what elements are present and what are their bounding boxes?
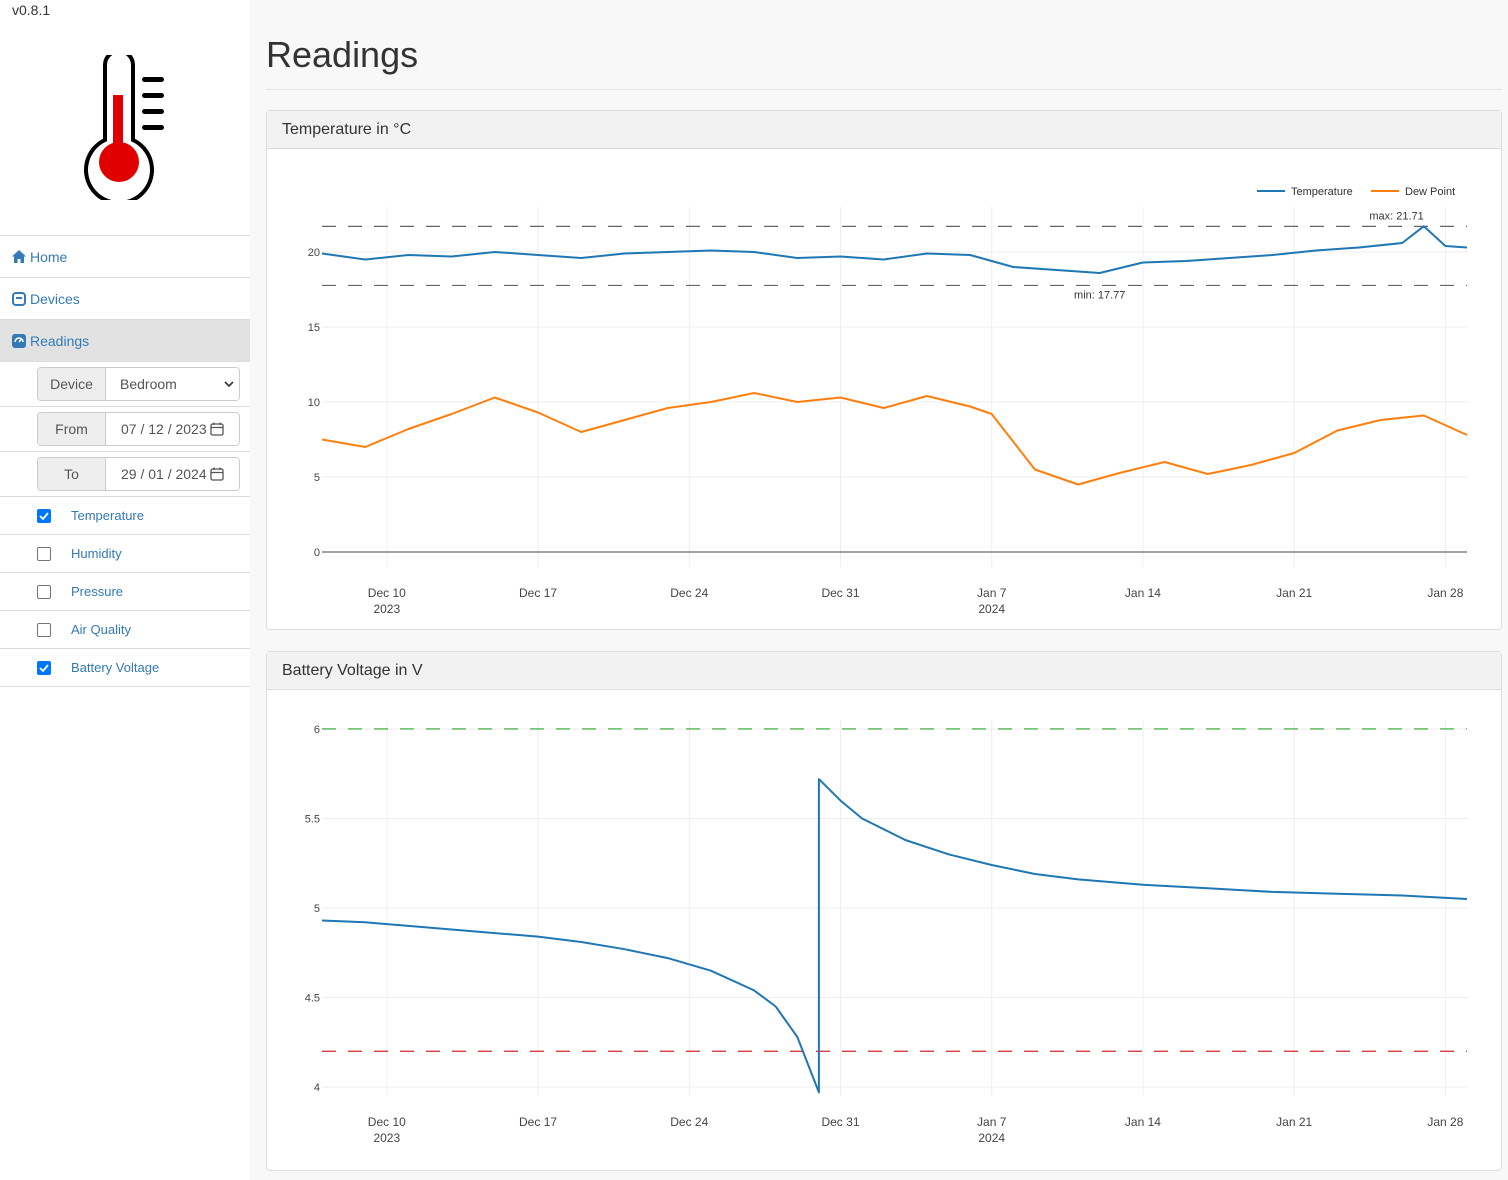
x-tick-label: Jan 7 xyxy=(977,1115,1007,1129)
sidebar-nav: Home Devices Readings Device Bedroom Fro… xyxy=(0,235,250,687)
calendar-icon[interactable] xyxy=(210,422,224,436)
home-icon xyxy=(12,250,26,263)
checkbox-label-pressure[interactable]: Pressure xyxy=(71,584,124,599)
x-tick-label: Dec 24 xyxy=(670,1115,708,1129)
checkbox-row-air-quality[interactable]: Air Quality xyxy=(0,611,250,649)
x-tick-label: Dec 31 xyxy=(821,1115,859,1129)
to-filter-row: To 29 / 01 / 2024 xyxy=(0,452,250,497)
page-title: Readings xyxy=(266,34,419,75)
temperature-chart[interactable]: Dec 10 2023 Dec 17 Dec 24 Dec 31 Jan 7 2024 Jan… xyxy=(267,149,1501,629)
x-tick-label: Jan 21 xyxy=(1276,586,1312,600)
battery-panel: Battery Voltage in V Dec 10 2023 Dec 17 Dec… xyxy=(266,651,1502,1171)
app-version: v0.8.1 xyxy=(12,2,51,18)
to-date-group: To 29 / 01 / 2024 xyxy=(37,457,240,491)
y-tick-label: 0 xyxy=(314,547,320,559)
from-date-group: From 07 / 12 / 2023 xyxy=(37,412,240,446)
from-date-input[interactable]: 07 / 12 / 2023 xyxy=(106,413,239,445)
nav-devices-label: Devices xyxy=(30,290,80,307)
from-label: From xyxy=(38,413,106,445)
nav-item-devices[interactable]: Devices xyxy=(0,278,250,320)
y-tick-label: 4.5 xyxy=(305,993,320,1005)
pressure-checkbox[interactable] xyxy=(37,584,51,599)
to-label: To xyxy=(38,458,106,490)
check-icon xyxy=(39,511,49,520)
x-tick-label: Jan 28 xyxy=(1427,586,1463,600)
y-tick-label: 10 xyxy=(308,397,320,409)
nav-home-label: Home xyxy=(30,248,68,265)
x-tick-sublabel: 2024 xyxy=(978,1131,1005,1145)
x-tick-sublabel: 2023 xyxy=(373,1131,400,1145)
temperature-panel-title: Temperature in °C xyxy=(267,111,1501,149)
device-filter-row: Device Bedroom xyxy=(0,362,250,407)
nav-item-readings[interactable]: Readings xyxy=(0,320,250,362)
y-tick-label: 5 xyxy=(314,472,320,484)
battery-voltage-checkbox[interactable] xyxy=(37,660,51,675)
x-tick-label: Dec 17 xyxy=(519,1115,557,1129)
y-tick-label: 20 xyxy=(308,247,320,259)
temperature-checkbox[interactable] xyxy=(37,508,51,523)
x-tick-label: Jan 14 xyxy=(1125,1115,1161,1129)
y-tick-label: 6 xyxy=(314,724,320,736)
sidebar: v0.8.1 Home Devices Readings Device Bedr… xyxy=(0,0,250,1180)
reference-line-label: max: 21.71 xyxy=(1369,210,1423,222)
series-line xyxy=(321,392,1468,486)
x-tick-label: Dec 24 xyxy=(670,586,708,600)
battery-chart[interactable]: Dec 10 2023 Dec 17 Dec 24 Dec 31 Jan 7 2024 Jan… xyxy=(267,690,1501,1170)
calendar-icon[interactable] xyxy=(210,467,224,481)
x-tick-label: Jan 14 xyxy=(1125,586,1161,600)
nav-readings-label: Readings xyxy=(30,332,90,349)
battery-panel-title: Battery Voltage in V xyxy=(267,652,1501,690)
temperature-panel: Temperature in °C Dec 10 2023 Dec 17 Dec 24… xyxy=(266,110,1502,630)
from-date-value: 07 / 12 / 2023 xyxy=(121,421,207,437)
x-tick-label: Dec 31 xyxy=(821,586,859,600)
gauge-icon xyxy=(12,333,26,348)
checkbox-label-temperature[interactable]: Temperature xyxy=(71,508,144,523)
legend-label: Dew Point xyxy=(1405,186,1455,198)
series-line xyxy=(321,778,1468,1094)
y-tick-label: 4 xyxy=(314,1082,320,1094)
x-tick-sublabel: 2023 xyxy=(373,602,400,616)
y-tick-label: 15 xyxy=(308,322,320,334)
to-date-input[interactable]: 29 / 01 / 2024 xyxy=(106,458,239,490)
x-tick-label: Dec 17 xyxy=(519,586,557,600)
y-tick-label: 5.5 xyxy=(305,813,320,825)
checkbox-row-pressure[interactable]: Pressure xyxy=(0,573,250,611)
checkbox-label-air-quality[interactable]: Air Quality xyxy=(71,622,131,637)
nav-item-home[interactable]: Home xyxy=(0,236,250,278)
y-tick-label: 5 xyxy=(314,903,320,915)
air-quality-checkbox[interactable] xyxy=(37,622,51,637)
device-select-group: Device Bedroom xyxy=(37,367,240,401)
device-label: Device xyxy=(38,368,106,400)
chevron-down-icon xyxy=(224,381,234,388)
from-filter-row: From 07 / 12 / 2023 xyxy=(0,407,250,452)
x-tick-sublabel: 2024 xyxy=(978,602,1005,616)
device-select[interactable]: Bedroom xyxy=(106,368,239,400)
x-tick-label: Jan 28 xyxy=(1427,1115,1463,1129)
checkbox-row-humidity[interactable]: Humidity xyxy=(0,535,250,573)
x-tick-label: Jan 7 xyxy=(977,586,1007,600)
legend-label: Temperature xyxy=(1291,186,1353,198)
to-date-value: 29 / 01 / 2024 xyxy=(121,466,207,482)
check-icon xyxy=(39,663,49,672)
x-tick-label: Dec 10 xyxy=(368,586,406,600)
reference-line-label: min: 17.77 xyxy=(1074,289,1125,301)
thermometer-logo-icon xyxy=(84,55,164,200)
series-line xyxy=(321,225,1468,274)
device-icon xyxy=(12,291,26,306)
checkbox-row-battery-voltage[interactable]: Battery Voltage xyxy=(0,649,250,687)
checkbox-label-battery-voltage[interactable]: Battery Voltage xyxy=(71,660,160,675)
checkbox-row-temperature[interactable]: Temperature xyxy=(0,497,250,535)
x-tick-label: Dec 10 xyxy=(368,1115,406,1129)
checkbox-label-humidity[interactable]: Humidity xyxy=(71,546,122,561)
x-tick-label: Jan 21 xyxy=(1276,1115,1312,1129)
humidity-checkbox[interactable] xyxy=(37,546,51,561)
device-select-value: Bedroom xyxy=(120,376,177,392)
title-divider xyxy=(266,89,1502,90)
